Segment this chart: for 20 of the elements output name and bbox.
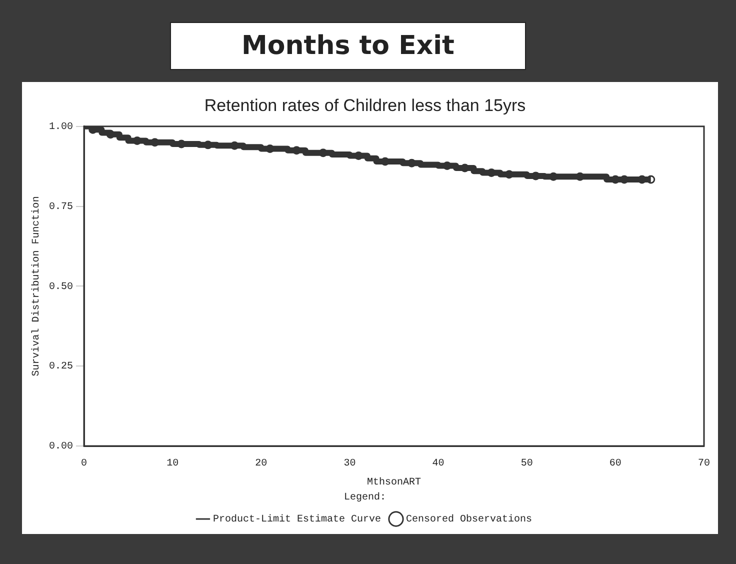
y-axis-title: Survival Distribution Function: [30, 196, 43, 376]
x-tick-label: 0: [80, 458, 88, 470]
x-tick-label: 50: [520, 458, 533, 470]
x-tick-label: 70: [698, 458, 710, 470]
x-tick-label: 10: [166, 458, 179, 470]
x-tick-label: 40: [432, 458, 444, 470]
chart-title: Months to Exit: [170, 22, 526, 70]
legend-label: Censored Observations: [406, 514, 532, 526]
x-tick-label: 60: [609, 458, 622, 470]
chart-subtitle: Retention rates of Children less than 15yrs: [204, 96, 526, 115]
legend-label: Product-Limit Estimate Curve: [212, 514, 382, 526]
y-tick-label: 0.75: [48, 202, 74, 213]
y-tick-label: 1.00: [48, 122, 74, 134]
y-tick-label: 0.25: [48, 362, 74, 373]
x-tick-label: 30: [344, 458, 356, 470]
y-tick-label: 0.50: [48, 282, 74, 293]
legend-title: Legend:: [344, 492, 386, 504]
x-axis-title: MthsonART: [366, 476, 422, 489]
y-tick-label: 0.00: [48, 442, 74, 453]
x-tick-label: 20: [255, 458, 268, 470]
